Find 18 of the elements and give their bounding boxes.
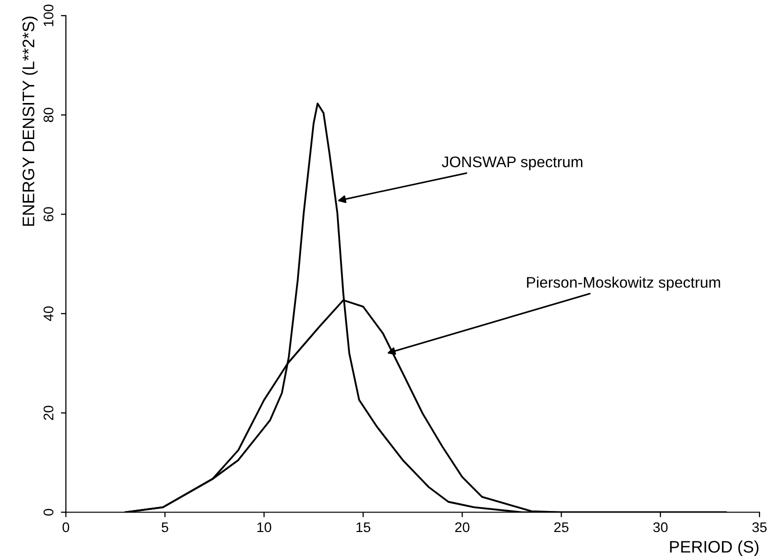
y-tick-label: 80 [44,108,54,122]
annotation: Pierson-Moskowitz spectrum [527,276,720,291]
x-tick-label: 15 [356,522,370,532]
x-tick-label: 30 [653,522,668,532]
y-tick-label: 60 [44,207,54,222]
x-axis-title: PERIOD (S) [670,540,758,556]
y-tick-label: 40 [44,306,54,321]
x-tick-label: 0 [62,522,70,532]
y-tick-label: 100 [44,4,54,26]
y-tick-label: 20 [44,406,54,420]
y-axis-title: ENERGY DENSITY (L**2*S) [22,16,38,226]
x-tick-label: 5 [162,522,168,532]
x-tick-label: 35 [752,522,767,532]
annotation: JONSWAP spectrum [442,156,582,170]
x-tick-label: 10 [257,522,272,532]
x-tick-label: 25 [554,522,568,532]
x-tick-label: 20 [455,522,470,532]
y-tick-label: 0 [44,508,54,516]
